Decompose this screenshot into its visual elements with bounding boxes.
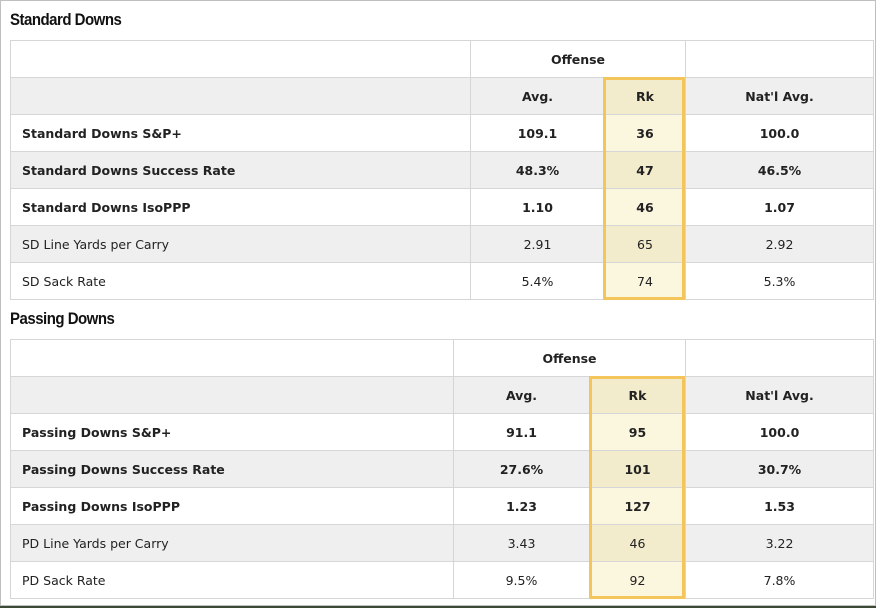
column-header-rank: Rk (603, 77, 687, 115)
column-header-natl-avg: Nat'l Avg. (685, 77, 875, 115)
header-empty-cell (10, 77, 471, 115)
row-rank: 92 (588, 561, 687, 599)
table-row: SD Sack Rate 5.4% 74 5.3% (10, 262, 875, 300)
table-column-header-row: Avg. Rk Nat'l Avg. (10, 376, 875, 414)
table-row: Standard Downs IsoPPP 1.10 46 1.07 (10, 188, 875, 226)
row-rank: 127 (588, 487, 687, 525)
row-natl-avg: 1.53 (685, 487, 875, 525)
table-row: PD Line Yards per Carry 3.43 46 3.22 (10, 524, 875, 562)
row-label: Standard Downs Success Rate (10, 151, 471, 189)
row-avg: 2.91 (470, 225, 605, 263)
header-empty-cell (685, 339, 875, 377)
header-empty-cell (10, 376, 454, 414)
row-natl-avg: 100.0 (685, 114, 875, 152)
row-label: PD Line Yards per Carry (10, 524, 454, 562)
row-natl-avg: 2.92 (685, 225, 875, 263)
section-title-standard-downs: Standard Downs (10, 11, 122, 30)
row-avg: 1.23 (453, 487, 590, 525)
column-header-rank: Rk (588, 376, 687, 414)
table-row: Passing Downs IsoPPP 1.23 127 1.53 (10, 487, 875, 525)
row-natl-avg: 5.3% (685, 262, 875, 300)
table-row: Standard Downs Success Rate 48.3% 47 46.… (10, 151, 875, 189)
row-natl-avg: 1.07 (685, 188, 875, 226)
table-header-row: Offense (10, 40, 875, 78)
row-avg: 91.1 (453, 413, 590, 451)
row-avg: 109.1 (470, 114, 605, 152)
table-row: PD Sack Rate 9.5% 92 7.8% (10, 561, 875, 599)
row-natl-avg: 46.5% (685, 151, 875, 189)
row-label: SD Line Yards per Carry (10, 225, 471, 263)
row-avg: 1.10 (470, 188, 605, 226)
row-label: Standard Downs IsoPPP (10, 188, 471, 226)
row-avg: 27.6% (453, 450, 590, 488)
header-empty-cell (685, 40, 875, 78)
row-label: SD Sack Rate (10, 262, 471, 300)
offense-group-header: Offense (469, 40, 687, 78)
row-rank: 74 (603, 262, 687, 300)
column-header-natl-avg: Nat'l Avg. (685, 376, 875, 414)
table-row: Standard Downs S&P+ 109.1 36 100.0 (10, 114, 875, 152)
row-natl-avg: 3.22 (685, 524, 875, 562)
row-avg: 48.3% (470, 151, 605, 189)
row-natl-avg: 100.0 (685, 413, 875, 451)
standard-downs-table: Offense Avg. Rk Nat'l Avg. Standard Down… (10, 40, 875, 300)
row-label: PD Sack Rate (10, 561, 454, 599)
table-column-header-row: Avg. Rk Nat'l Avg. (10, 77, 875, 115)
table-header-row: Offense (10, 339, 875, 377)
row-avg: 5.4% (470, 262, 605, 300)
row-rank: 95 (588, 413, 687, 451)
row-avg: 3.43 (453, 524, 590, 562)
row-natl-avg: 30.7% (685, 450, 875, 488)
column-header-avg: Avg. (453, 376, 590, 414)
column-header-avg: Avg. (470, 77, 605, 115)
row-rank: 65 (603, 225, 687, 263)
row-rank: 46 (588, 524, 687, 562)
row-label: Passing Downs S&P+ (10, 413, 454, 451)
passing-downs-table: Offense Avg. Rk Nat'l Avg. Passing Downs… (10, 339, 875, 599)
offense-group-header: Offense (452, 339, 687, 377)
row-rank: 47 (603, 151, 687, 189)
table-row: SD Line Yards per Carry 2.91 65 2.92 (10, 225, 875, 263)
row-label: Passing Downs IsoPPP (10, 487, 454, 525)
row-avg: 9.5% (453, 561, 590, 599)
row-rank: 46 (603, 188, 687, 226)
header-empty-cell (10, 40, 471, 78)
row-label: Passing Downs Success Rate (10, 450, 454, 488)
header-empty-cell (10, 339, 454, 377)
row-rank: 101 (588, 450, 687, 488)
section-title-passing-downs: Passing Downs (10, 310, 115, 329)
row-rank: 36 (603, 114, 687, 152)
table-row: Passing Downs Success Rate 27.6% 101 30.… (10, 450, 875, 488)
row-natl-avg: 7.8% (685, 561, 875, 599)
row-label: Standard Downs S&P+ (10, 114, 471, 152)
table-row: Passing Downs S&P+ 91.1 95 100.0 (10, 413, 875, 451)
